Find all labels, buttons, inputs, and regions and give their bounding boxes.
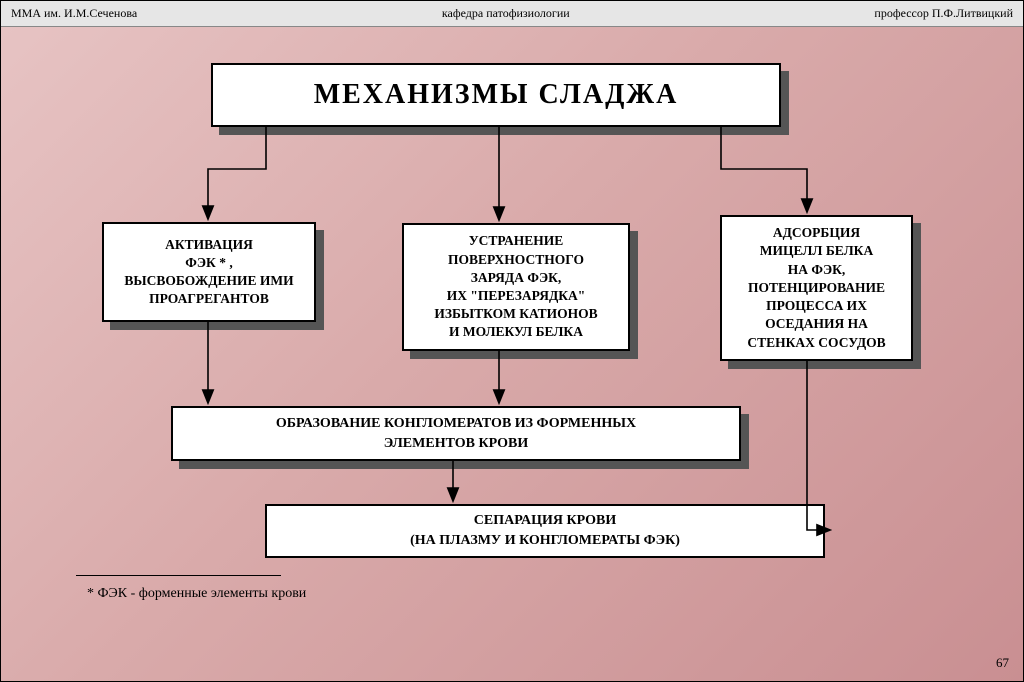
header-left: ММА им. И.М.Сеченова — [11, 6, 137, 21]
title-text: МЕХАНИЗМЫ СЛАДЖА — [213, 65, 779, 125]
page-number: 67 — [996, 655, 1009, 671]
box-separation-text: СЕПАРАЦИЯ КРОВИ(НА ПЛАЗМУ И КОНГЛОМЕРАТЫ… — [404, 503, 686, 558]
box-conglomerates: ОБРАЗОВАНИЕ КОНГЛОМЕРАТОВ ИЗ ФОРМЕННЫХЭЛ… — [171, 406, 741, 461]
box-activation: АКТИВАЦИЯФЭК * ,ВЫСВОБОЖДЕНИЕ ИМИПРОАГРЕ… — [102, 222, 316, 322]
header-center: кафедра патофизиологии — [442, 6, 570, 21]
footnote-divider — [76, 575, 281, 576]
box-adsorption-text: АДСОРБЦИЯМИЦЕЛЛ БЕЛКАНА ФЭК,ПОТЕНЦИРОВАН… — [741, 216, 891, 360]
box-separation: СЕПАРАЦИЯ КРОВИ(НА ПЛАЗМУ И КОНГЛОМЕРАТЫ… — [265, 504, 825, 558]
arrow-title-to-activation — [208, 127, 266, 218]
footnote-text: * ФЭК - форменные элементы крови — [87, 586, 306, 602]
header-right: профессор П.Ф.Литвицкий — [874, 6, 1013, 21]
box-conglomerates-text: ОБРАЗОВАНИЕ КОНГЛОМЕРАТОВ ИЗ ФОРМЕННЫХЭЛ… — [270, 406, 642, 461]
box-activation-text: АКТИВАЦИЯФЭК * ,ВЫСВОБОЖДЕНИЕ ИМИПРОАГРЕ… — [118, 228, 299, 317]
arrow-title-to-adsorption — [721, 127, 807, 211]
box-adsorption: АДСОРБЦИЯМИЦЕЛЛ БЕЛКАНА ФЭК,ПОТЕНЦИРОВАН… — [720, 215, 913, 361]
box-elimination: УСТРАНЕНИЕПОВЕРХНОСТНОГОЗАРЯДА ФЭК,ИХ "П… — [402, 223, 630, 351]
title-box: МЕХАНИЗМЫ СЛАДЖА — [211, 63, 781, 127]
box-elimination-text: УСТРАНЕНИЕПОВЕРХНОСТНОГОЗАРЯДА ФЭК,ИХ "П… — [428, 224, 603, 349]
slide: ММА им. И.М.Сеченова кафедра патофизиоло… — [0, 0, 1024, 682]
slide-header: ММА им. И.М.Сеченова кафедра патофизиоло… — [1, 1, 1023, 27]
